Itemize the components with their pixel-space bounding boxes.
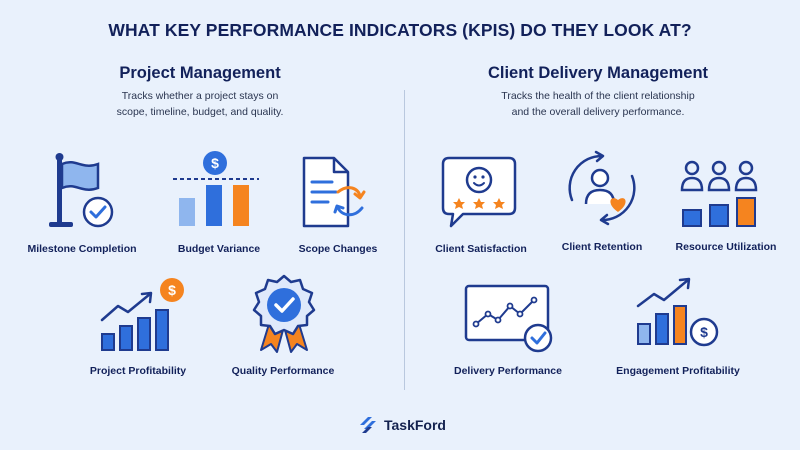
kpi-label: Engagement Profitability [616, 365, 740, 377]
cd-desc-line-2: and the overall delivery performance. [511, 106, 685, 118]
kpi-label: Client Satisfaction [435, 243, 527, 255]
kpi-label: Budget Variance [177, 243, 261, 255]
brand-name: TaskFord [384, 417, 446, 433]
kpi-client-satisfaction: Client Satisfaction [401, 150, 561, 260]
kpi-label: Project Profitability [89, 365, 187, 377]
kpi-engagement-profitability: $ Engagement Profitability [598, 272, 758, 382]
growth-chart-dollar-icon: $ [100, 278, 184, 351]
pm-desc-line-2: scope, timeline, budget, and quality. [116, 106, 284, 118]
badge-check-icon [252, 274, 316, 353]
kpi-label: Milestone Completion [27, 243, 137, 255]
kpi-project-profitability: $ Project Profitability [58, 272, 218, 382]
project-management-heading: Project Management [119, 64, 281, 82]
kpi-milestone-completion: Milestone Completion [2, 150, 162, 260]
pm-desc-line-1: Tracks whether a project stays on [121, 90, 279, 102]
people-bars-icon [680, 160, 758, 227]
bars-trend-dollar-icon: $ [636, 277, 719, 347]
kpi-scope-changes: Scope Changes [258, 150, 418, 260]
kpi-label: Delivery Performance [454, 365, 562, 377]
cd-desc-line-1: Tracks the health of the client relation… [501, 90, 695, 102]
kpi-label: Quality Performance [231, 365, 335, 377]
user-cycle-heart-icon [568, 150, 636, 226]
screen-linechart-check-icon [464, 284, 553, 353]
bar-chart-dollar-icon: $ [173, 151, 259, 226]
kpi-client-retention: Client Retention [522, 150, 682, 260]
footer-brand: TaskFord [358, 414, 446, 436]
page-title: WHAT KEY PERFORMANCE INDICATORS (KPIS) D… [108, 20, 692, 40]
document-arrows-icon [302, 156, 366, 228]
kpi-budget-variance: $ Budget Variance [139, 150, 299, 260]
client-delivery-description: Tracks the health of the client relation… [468, 88, 728, 120]
kpi-quality-performance: Quality Performance [203, 272, 363, 382]
column-divider [404, 90, 405, 390]
kpi-delivery-performance: Delivery Performance [428, 272, 588, 382]
kpi-label: Scope Changes [298, 243, 378, 255]
flag-check-icon [49, 153, 114, 228]
kpi-label: Client Retention [561, 241, 643, 253]
svg-text:$: $ [211, 155, 219, 171]
kpi-resource-utilization: Resource Utilization [646, 150, 800, 260]
project-management-description: Tracks whether a project stays on scope,… [80, 88, 320, 120]
svg-text:$: $ [168, 282, 176, 298]
client-delivery-heading: Client Delivery Management [487, 64, 709, 82]
smiley-stars-icon [441, 156, 517, 228]
taskford-logo-icon [360, 417, 376, 433]
kpi-label: Resource Utilization [675, 241, 777, 253]
svg-text:$: $ [700, 324, 708, 340]
